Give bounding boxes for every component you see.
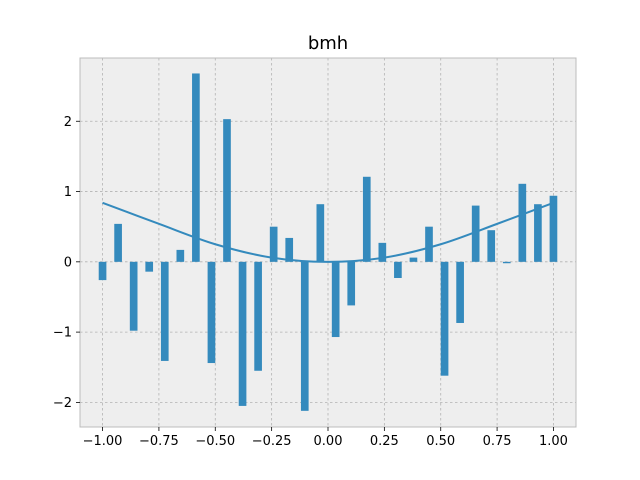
bar xyxy=(331,261,340,338)
x-axis: −1.00 −0.75 −0.50 −0.25 0.00 0.25 0.50 0.75 1.00 xyxy=(83,427,568,449)
bar xyxy=(223,119,231,262)
bar-series xyxy=(98,73,558,411)
bar xyxy=(409,257,418,262)
bar xyxy=(207,261,216,364)
bar xyxy=(114,223,122,262)
x-tick-label: 1.00 xyxy=(539,434,568,449)
x-tick-label: −0.50 xyxy=(195,434,235,449)
bar xyxy=(285,237,294,262)
x-tick-label: 0.50 xyxy=(426,434,455,449)
y-axis: −2 −1 0 1 2 xyxy=(53,115,80,411)
bar xyxy=(347,261,356,306)
chart-title: bmh xyxy=(308,33,348,54)
x-tick-label: 0.75 xyxy=(483,434,512,449)
bar xyxy=(425,226,433,262)
bar xyxy=(300,261,309,411)
y-tick-label: 0 xyxy=(64,255,72,270)
bar xyxy=(471,205,480,262)
grid xyxy=(80,58,576,427)
bar xyxy=(176,249,185,262)
x-tick-label: −1.00 xyxy=(83,434,123,449)
bar xyxy=(394,261,402,278)
y-tick-label: −2 xyxy=(53,396,72,411)
x-tick-label: 0.25 xyxy=(370,434,399,449)
y-tick-label: 2 xyxy=(64,115,72,130)
bar xyxy=(456,261,464,323)
series-line xyxy=(102,201,554,263)
bar xyxy=(98,261,107,281)
x-tick-label: 0.00 xyxy=(314,434,343,449)
bar xyxy=(192,73,200,262)
bar xyxy=(378,242,387,262)
bar xyxy=(549,195,558,262)
bar xyxy=(145,261,154,272)
line-series xyxy=(102,201,554,263)
y-tick-label: 1 xyxy=(64,185,72,200)
bar xyxy=(129,261,138,331)
x-tick-label: −0.75 xyxy=(139,434,179,449)
bar xyxy=(269,226,278,262)
y-tick-label: −1 xyxy=(53,326,72,341)
bar xyxy=(160,261,169,361)
bar xyxy=(518,183,527,262)
bar xyxy=(440,261,449,376)
bar xyxy=(487,230,496,262)
bar xyxy=(534,204,542,262)
bar xyxy=(254,261,262,371)
bar xyxy=(362,176,371,262)
bar xyxy=(502,261,511,264)
x-tick-label: −0.25 xyxy=(252,434,292,449)
bar xyxy=(316,204,325,262)
bar xyxy=(238,261,247,406)
